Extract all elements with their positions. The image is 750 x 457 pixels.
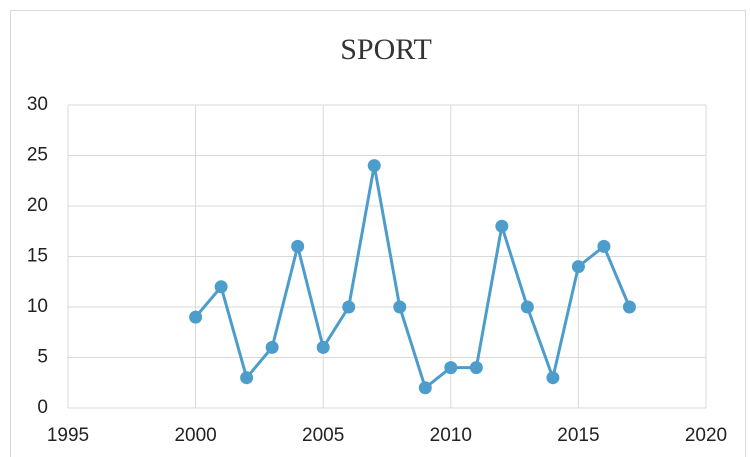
data-point (393, 300, 407, 314)
y-tick-label: 20 (27, 195, 48, 216)
data-point (265, 340, 279, 354)
y-tick-label: 30 (27, 94, 48, 115)
data-point (316, 340, 330, 354)
x-tick-label: 2010 (430, 425, 472, 446)
data-point (291, 239, 305, 253)
data-point (495, 219, 509, 233)
data-point (597, 239, 611, 253)
data-point (342, 300, 356, 314)
data-point (546, 371, 560, 385)
data-point (418, 381, 432, 395)
data-point (520, 300, 534, 314)
x-tick-label: 2015 (557, 425, 599, 446)
x-tick-label: 1995 (47, 425, 89, 446)
data-point (367, 159, 381, 173)
data-point (469, 361, 483, 375)
chart-border (10, 10, 746, 457)
data-point (189, 310, 203, 324)
data-point (444, 361, 458, 375)
y-tick-label: 25 (27, 145, 48, 166)
data-point (240, 371, 254, 385)
data-point (571, 260, 585, 274)
y-tick-label: 15 (27, 246, 48, 267)
data-line (194, 164, 631, 390)
x-tick-label: 2020 (685, 425, 727, 446)
data-point (622, 300, 636, 314)
y-tick-label: 0 (37, 397, 48, 418)
y-tick-label: 10 (27, 296, 48, 317)
x-tick-label: 2000 (174, 425, 216, 446)
chart-title: SPORT (340, 33, 432, 66)
x-tick-label: 2005 (302, 425, 344, 446)
y-tick-label: 5 (37, 347, 48, 368)
data-point (214, 280, 228, 294)
